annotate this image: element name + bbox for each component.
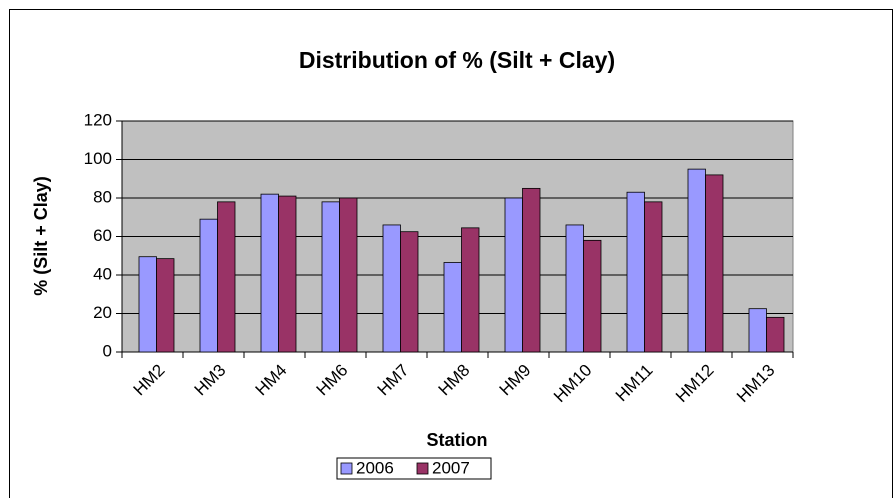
y-tick-label: 40 bbox=[93, 264, 112, 283]
legend-swatch bbox=[416, 462, 429, 475]
y-axis-label: % (Silt + Clay) bbox=[31, 176, 51, 296]
bar bbox=[156, 258, 175, 353]
bar bbox=[138, 256, 157, 353]
bar bbox=[400, 231, 419, 353]
bar bbox=[382, 224, 401, 353]
legend-box bbox=[336, 457, 492, 480]
bar bbox=[565, 224, 584, 353]
y-tick-label: 60 bbox=[93, 226, 112, 245]
bar bbox=[199, 218, 218, 353]
bar bbox=[504, 197, 523, 353]
bar bbox=[339, 197, 358, 353]
bar bbox=[278, 195, 297, 353]
y-tick-label: 80 bbox=[93, 187, 112, 206]
bar bbox=[461, 227, 480, 353]
bar bbox=[626, 191, 645, 353]
y-tick-label: 20 bbox=[93, 303, 112, 322]
bar bbox=[260, 193, 279, 353]
chart-title: Distribution of % (Silt + Clay) bbox=[299, 47, 615, 73]
bar bbox=[705, 174, 724, 353]
bar bbox=[644, 201, 663, 353]
legend-label: 2007 bbox=[432, 458, 470, 477]
y-tick-label: 100 bbox=[84, 149, 112, 168]
legend-swatch bbox=[340, 462, 353, 475]
bar bbox=[321, 201, 340, 353]
bar bbox=[583, 239, 602, 353]
y-tick-label: 0 bbox=[103, 341, 112, 360]
x-axis-label: Station bbox=[427, 430, 488, 450]
bar bbox=[443, 262, 462, 353]
bar bbox=[766, 316, 785, 353]
legend-label: 2006 bbox=[356, 458, 394, 477]
y-tick-label: 120 bbox=[84, 110, 112, 129]
bar bbox=[522, 187, 541, 353]
bar bbox=[217, 201, 236, 353]
bar bbox=[687, 168, 706, 353]
bar bbox=[748, 308, 767, 353]
